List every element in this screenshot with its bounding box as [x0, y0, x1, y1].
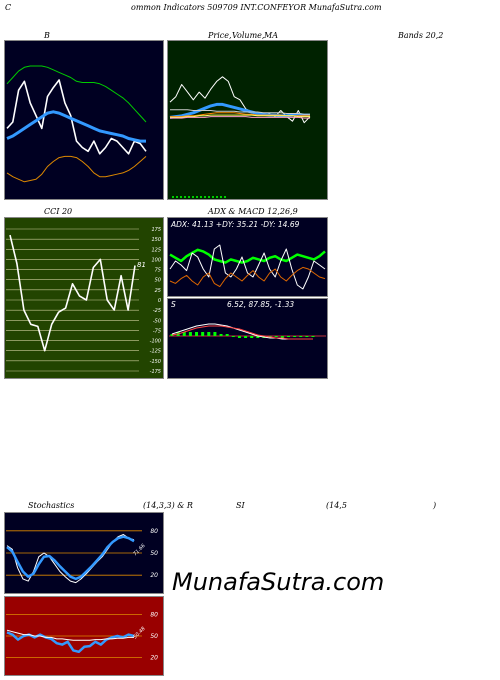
- macd-histogram-bar: [219, 334, 223, 336]
- macd-histogram-bar: [274, 336, 278, 337]
- macd-histogram-bar: [231, 336, 235, 337]
- series-adx: [169, 248, 326, 264]
- watermark: MunafaSutra.com: [172, 568, 385, 596]
- cci-tick-label: -75: [153, 328, 161, 334]
- cci-tick-label: 0: [158, 298, 161, 304]
- macd-chart: S 6.52, 87.85, -1.33: [167, 298, 328, 379]
- volume-bar: [192, 196, 194, 198]
- osc-tick-label: 80: [150, 528, 158, 535]
- series-plus-di: [169, 244, 326, 290]
- osc-tick-label: 80: [150, 611, 158, 618]
- osc-tick-label: 20: [150, 655, 158, 662]
- rsi-params: (14,5: [326, 501, 347, 510]
- cci-tick-label: -150: [150, 359, 161, 365]
- volume-bar: [224, 196, 226, 198]
- macd-histogram-bar: [244, 336, 248, 338]
- series-signal: [171, 325, 313, 340]
- cci-tick-label: 25: [155, 288, 161, 294]
- series-middle: [6, 110, 146, 143]
- page-title: ommon Indicators 509709 INT.CONFEYOR Mun…: [131, 3, 382, 12]
- panel-frame: [167, 40, 328, 200]
- cci-title: CCI 20: [44, 207, 73, 216]
- cci-tick-label: 125: [151, 247, 161, 253]
- macd-histogram-bar: [188, 332, 192, 336]
- rsi-params-close: ): [433, 501, 437, 510]
- volume-bar: [212, 196, 214, 198]
- price-chart: [167, 40, 328, 200]
- panel-frame: [167, 217, 328, 297]
- series-lower: [6, 155, 147, 183]
- volume-bar: [176, 196, 178, 198]
- macd-histogram-bar: [286, 336, 290, 337]
- bollinger-chart: [4, 40, 164, 200]
- header-prefix: C: [5, 3, 12, 12]
- ma-title: MA: [264, 31, 278, 40]
- price-title: Price,: [208, 31, 232, 40]
- macd-histogram-bar: [305, 336, 309, 337]
- macd-histogram-bar: [250, 336, 254, 338]
- series-rsi-smooth: [6, 629, 134, 641]
- volume-bar: [216, 196, 218, 198]
- bollinger-title: B: [44, 31, 50, 40]
- series-upper: [6, 65, 147, 123]
- series-d: [6, 535, 135, 581]
- cci-tick-label: 100: [151, 257, 161, 263]
- volume-bar: [184, 196, 186, 198]
- series-price: [6, 79, 147, 155]
- series-ma-pink: [170, 116, 310, 119]
- macd-info: 6.52, 87.85, -1.33: [227, 300, 294, 309]
- macd-histogram-bar: [225, 334, 229, 336]
- macd-histogram-bar: [237, 336, 241, 338]
- bands-title: Bands 20,2: [398, 31, 444, 40]
- panel-frame: [4, 40, 164, 200]
- cci-tick-label: -175: [150, 369, 161, 375]
- cci-tick-label: 150: [151, 237, 161, 243]
- volume-bar: [172, 196, 174, 198]
- cci-last-value: 81: [137, 261, 146, 269]
- cci-tick-label: -50: [153, 318, 161, 324]
- stochastics-params: (14,3,3) & R: [143, 501, 193, 510]
- volume-bar: [188, 196, 190, 198]
- adx-title: ADX & MACD 12,26,9: [208, 207, 298, 216]
- series-ma-grey: [170, 109, 310, 115]
- series-ma-yellow: [170, 114, 310, 118]
- adx-info: ADX: 41.13 +DY: 35.21 -DY: 14.69: [170, 220, 300, 229]
- macd-histogram-bar: [182, 332, 186, 336]
- volume-bar: [196, 196, 198, 198]
- macd-histogram-bar: [207, 332, 211, 336]
- stochastics-title: Stochastics: [28, 501, 75, 510]
- macd-histogram-bar: [299, 336, 303, 337]
- volume-bar: [220, 196, 222, 198]
- macd-histogram-bar: [201, 332, 205, 336]
- cci-chart: 175 150 125 100 75 50 25 0 -25 -50 -75 -100 -125 -150…: [4, 217, 164, 379]
- macd-histogram-bar: [293, 336, 297, 337]
- volume-bar: [200, 196, 202, 198]
- osc-tick-label: 50: [150, 550, 158, 557]
- macd-histogram-bar: [280, 336, 284, 338]
- cci-tick-label: 175: [151, 227, 161, 233]
- series-cci: [9, 234, 136, 352]
- cci-tick-label: -125: [150, 349, 161, 355]
- adx-chart: ADX: 41.13 +DY: 35.21 -DY: 14.69: [167, 217, 328, 297]
- cci-tick-label: 75: [155, 268, 161, 274]
- volume-title: Volume,: [232, 31, 265, 40]
- cci-tick-label: -25: [153, 308, 161, 314]
- osc-tick-label: 20: [150, 572, 158, 579]
- macd-histogram-bar: [195, 332, 199, 336]
- volume-bar: [204, 196, 206, 198]
- cci-tick-label: -100: [150, 339, 161, 345]
- macd-histogram-bar: [213, 332, 217, 336]
- rsi-title: SI: [236, 501, 245, 510]
- macd-s-label: S: [171, 300, 176, 309]
- osc-tick-label: 50: [150, 633, 158, 640]
- volume-bar: [180, 196, 182, 198]
- series-minus-di: [169, 266, 326, 288]
- macd-histogram-bar: [256, 336, 260, 338]
- macd-histogram-bar: [311, 336, 315, 337]
- cci-tick-label: 50: [155, 278, 161, 284]
- volume-bar: [208, 196, 210, 198]
